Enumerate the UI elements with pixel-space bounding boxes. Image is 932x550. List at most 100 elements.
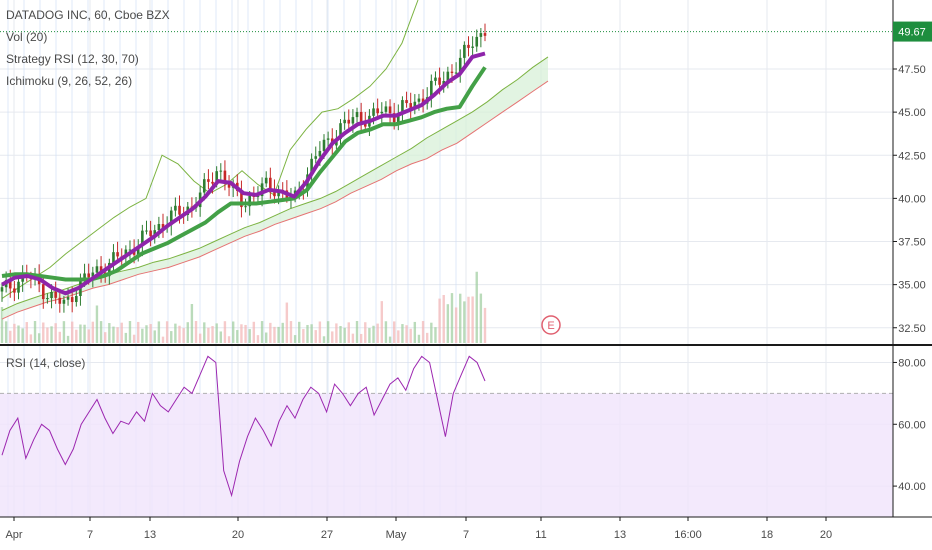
candle-body (66, 297, 70, 300)
volume-bar (438, 298, 441, 343)
earnings-marker-label: E (547, 320, 554, 332)
candle-body (442, 81, 446, 85)
candle-body (467, 44, 470, 48)
candle-body (211, 181, 214, 184)
candle-body (83, 273, 86, 279)
volume-bar (335, 323, 338, 343)
volume-bar (70, 321, 74, 343)
volume-bar (421, 321, 425, 343)
candle-body (161, 224, 165, 229)
volume-bar (351, 333, 355, 343)
candle-body (322, 139, 326, 151)
candle-body (479, 33, 483, 37)
earnings-marker[interactable]: E (541, 315, 561, 335)
volume-bar (170, 331, 173, 343)
volume-bar (219, 331, 222, 343)
time-tick-label: 13 (614, 529, 626, 541)
volume-bar (281, 322, 284, 343)
volume-bar (25, 322, 28, 343)
volume-bar (318, 321, 322, 343)
candle-body (471, 46, 474, 48)
candle-body (112, 252, 115, 263)
time-tick-label: 27 (321, 529, 333, 541)
volume-bar (165, 321, 169, 343)
rsi-tick-label: 40.00 (898, 481, 926, 493)
candle-body (207, 179, 210, 182)
volume-bar (46, 327, 49, 343)
volume-bar (120, 322, 123, 343)
legend-ichimoku[interactable]: Ichimoku (9, 26, 52, 26) (6, 74, 132, 88)
volume-bar (21, 328, 24, 343)
volume-bar (409, 328, 412, 343)
candle-body (450, 71, 454, 73)
candle-body (363, 122, 367, 127)
price-scale[interactable]: 32.50 35.00 37.50 40.00 42.50 45.00 47.50 40.00… (893, 64, 926, 493)
volume-bar (479, 293, 483, 343)
volume-bar (194, 321, 198, 343)
volume-bar (475, 271, 478, 343)
candle-body (50, 291, 53, 298)
candle-body (409, 103, 412, 109)
candle-body (343, 119, 346, 124)
volume-bar (285, 302, 289, 343)
volume-bar (463, 301, 466, 343)
volume-bar (145, 325, 148, 343)
volume-bar (17, 325, 20, 343)
volume-bar (248, 329, 251, 343)
symbol-title[interactable]: DATADOG INC, 60, Cboe BZX (6, 8, 170, 22)
volume-bar (446, 304, 450, 343)
volume-bar (178, 325, 181, 343)
candle-body (62, 299, 66, 304)
volume-bar (190, 304, 194, 343)
volume-bar (29, 334, 33, 343)
volume-bar (380, 301, 383, 343)
volume-bar (42, 322, 45, 343)
rsi-band (0, 393, 893, 517)
candle-body (310, 158, 313, 175)
legend-strategy-rsi[interactable]: Strategy RSI (12, 30, 70) (6, 52, 139, 66)
price-tick-label: 42.50 (898, 150, 926, 162)
candle-body (430, 80, 433, 98)
volume-bar (186, 322, 189, 343)
time-scale[interactable]: Apr 7 13 20 27 May 7 11 13 16:00 18 20 (5, 517, 832, 541)
volume-bar (104, 332, 107, 343)
candle-body (141, 230, 144, 246)
volume-bar (355, 321, 359, 343)
volume-bar (141, 328, 144, 343)
candle-body (413, 101, 417, 109)
volume-bar (256, 335, 260, 343)
candle-body (417, 98, 421, 102)
candle-body (347, 119, 351, 124)
candle-body (70, 297, 74, 303)
volume-bar (211, 326, 214, 343)
volume-bar (124, 332, 128, 343)
volume-bar (306, 324, 309, 343)
earnings-marker-circle (541, 315, 561, 335)
last-price-tag: 49.67 (893, 21, 932, 42)
candle-body (355, 111, 359, 118)
volume-bar (343, 327, 346, 343)
volume-bar (289, 321, 293, 343)
volume-bar (430, 322, 433, 343)
candle-body (13, 288, 16, 293)
last-price-tag-box (893, 21, 932, 42)
volume-bar (417, 334, 421, 343)
time-tick-label: 11 (535, 529, 546, 541)
volume-bar (137, 321, 140, 343)
volume-bar (54, 323, 57, 343)
volume-bar (397, 330, 400, 343)
volume-bar (459, 293, 462, 343)
legend-volume[interactable]: Vol (20) (6, 30, 47, 44)
volume-bar (132, 334, 136, 343)
volume-bar (66, 335, 70, 343)
candle-body (169, 210, 173, 226)
volume-bar (95, 305, 99, 343)
candle-body (178, 205, 181, 215)
volume-bar (314, 330, 317, 343)
candle-body (91, 272, 95, 278)
legend-rsi[interactable]: RSI (14, close) (6, 356, 85, 370)
candle-body (108, 262, 111, 277)
volume-bar (174, 323, 177, 343)
candle-body (475, 36, 479, 47)
volume-bar (388, 336, 392, 343)
